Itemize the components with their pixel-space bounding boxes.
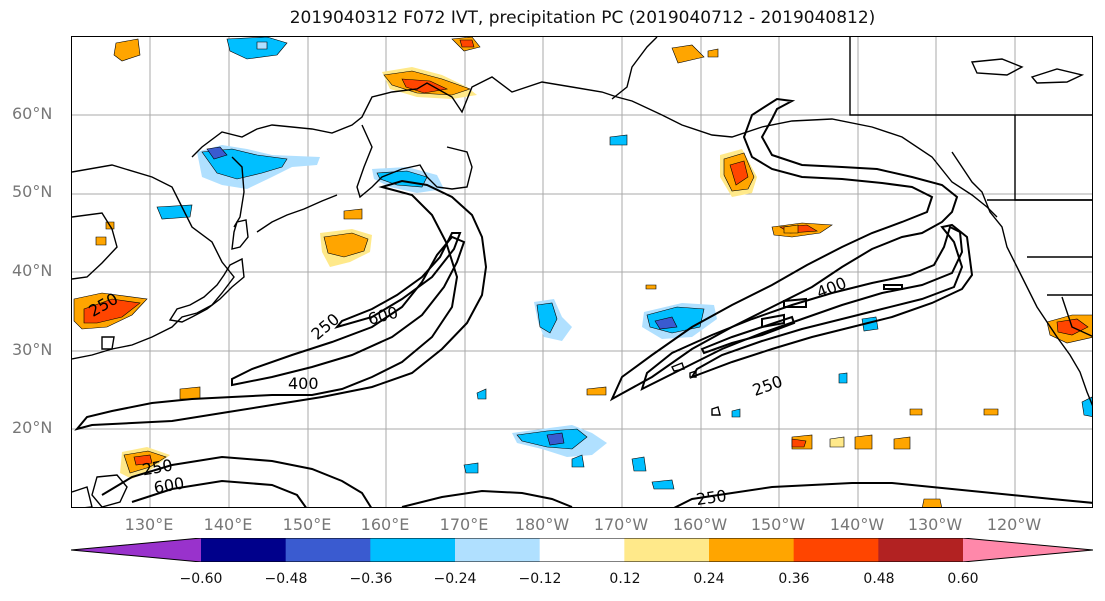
contour-label-250-west: 250 xyxy=(307,309,343,343)
lon-label-170w: 170°W xyxy=(593,515,649,534)
lat-label-60n: 60°N xyxy=(12,104,53,123)
colorbar-tick-1: −0.60 xyxy=(179,571,223,587)
contour-labels: 250 600 400 400 250 250 600 250 250 xyxy=(85,273,849,508)
colorbar-extend-max xyxy=(963,538,1093,562)
map-panel: 250 600 400 400 250 250 600 250 250 xyxy=(71,36,1093,508)
contour-label-250-east: 250 xyxy=(750,372,785,400)
lat-label-30n: 30°N xyxy=(12,340,53,359)
lon-label-130w: 130°W xyxy=(907,515,963,534)
lat-label-50n: 50°N xyxy=(12,182,53,201)
colorbar-tick-7: 0.24 xyxy=(693,571,725,587)
lon-label-150w: 150°W xyxy=(750,515,806,534)
contour-label-400-west: 400 xyxy=(288,374,319,393)
colorbar-tick-2: −0.48 xyxy=(264,571,308,587)
colorbar-tick-8: 0.36 xyxy=(778,571,810,587)
colorbar-extend-min xyxy=(71,538,201,562)
colorbar-tick-4: −0.24 xyxy=(433,571,477,587)
colorbar-tick-5: −0.12 xyxy=(518,571,562,587)
colorbar-segment xyxy=(455,538,541,562)
coastlines xyxy=(72,37,1092,507)
colorbar xyxy=(71,538,1093,562)
lon-label-130e: 130°E xyxy=(124,515,174,534)
lat-label-40n: 40°N xyxy=(12,261,53,280)
colorbar-segments xyxy=(71,538,1093,562)
colorbar-tick-10: 0.60 xyxy=(947,571,979,587)
contour-label-400-east: 400 xyxy=(814,273,849,302)
lon-label-180w: 180°W xyxy=(514,515,570,534)
lat-label-20n: 20°N xyxy=(12,418,53,437)
contour-label-600-south: 600 xyxy=(152,473,185,497)
colorbar-tick-3: −0.36 xyxy=(349,571,393,587)
colorbar-segment xyxy=(285,538,371,562)
map-svg: 250 600 400 400 250 250 600 250 250 xyxy=(72,37,1092,508)
colorbar-segment xyxy=(793,538,879,562)
gridlines xyxy=(72,37,1092,507)
lon-label-140e: 140°E xyxy=(203,515,253,534)
lon-label-170e: 170°E xyxy=(439,515,489,534)
colorbar-segment xyxy=(539,538,625,562)
lon-label-140w: 140°W xyxy=(829,515,885,534)
lon-label-160w: 160°W xyxy=(672,515,728,534)
colorbar-segment xyxy=(624,538,710,562)
ivt-contours xyxy=(74,97,1092,507)
colorbar-segment xyxy=(878,538,964,562)
colorbar-tick-9: 0.48 xyxy=(863,571,895,587)
colorbar-segment xyxy=(709,538,795,562)
lon-label-160e: 160°E xyxy=(360,515,410,534)
lon-label-120w: 120°W xyxy=(986,515,1042,534)
colorbar-segment xyxy=(201,538,287,562)
contour-label-600-west: 600 xyxy=(366,303,400,329)
lon-label-150e: 150°E xyxy=(282,515,332,534)
contour-label-250-southeast: 250 xyxy=(695,486,728,508)
precip-shading xyxy=(73,37,1092,507)
colorbar-segment xyxy=(370,538,456,562)
figure-title: 2019040312 F072 IVT, precipitation PC (2… xyxy=(289,8,876,28)
colorbar-tick-6: 0.12 xyxy=(609,571,641,587)
